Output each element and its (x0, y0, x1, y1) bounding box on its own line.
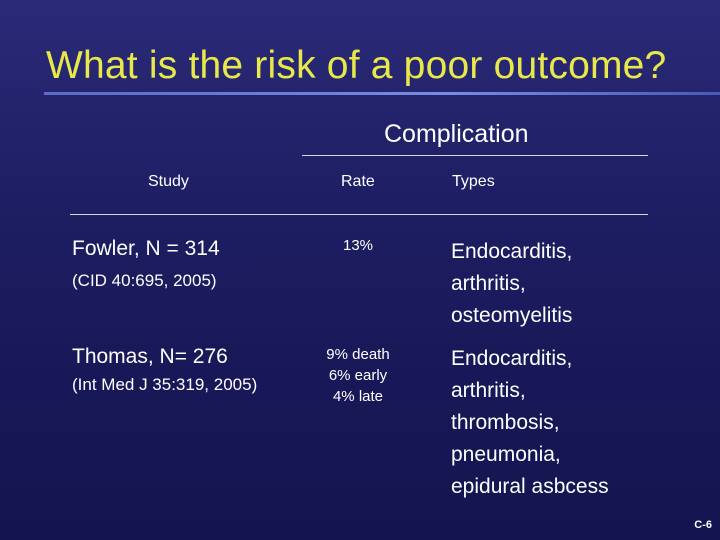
row-2-rate: 9% death 6% early 4% late (298, 344, 418, 407)
rate-line: 4% late (332, 388, 384, 405)
type-line: epidural asbcess (451, 475, 609, 498)
type-line: pneumonia, (451, 443, 561, 466)
type-line: Endocarditis, (451, 347, 573, 370)
rate-line: 13% (342, 237, 374, 254)
group-header-rule (302, 155, 648, 156)
rate-line: 9% death (326, 346, 390, 363)
header-rule (70, 214, 648, 215)
row-1-citation: (CID 40:695, 2005) (72, 271, 217, 290)
row-2-types: Endocarditis, arthritis, thrombosis, pne… (451, 343, 691, 503)
type-line: osteomyelitis (451, 304, 573, 327)
type-line: thrombosis, (451, 411, 560, 434)
row-1-study: Fowler, N = 314 (72, 237, 220, 260)
row-1-rate: 13% (298, 235, 418, 256)
complication-group-header: Complication (384, 120, 529, 148)
type-line: Endocarditis, (451, 240, 573, 263)
type-line: arthritis, (451, 272, 526, 295)
title-underline (44, 92, 720, 95)
column-header-study: Study (148, 173, 189, 190)
row-2-citation: (Int Med J 35:319, 2005) (72, 375, 258, 394)
row-1-types: Endocarditis, arthritis, osteomyelitis (451, 236, 691, 332)
slide-title: What is the risk of a poor outcome? (46, 44, 667, 87)
rate-line: 6% early (328, 367, 388, 384)
slide-number: C-6 (694, 519, 712, 531)
type-line: arthritis, (451, 379, 526, 402)
column-header-rate: Rate (341, 173, 375, 190)
column-header-types: Types (452, 173, 495, 190)
row-2-study: Thomas, N= 276 (72, 345, 228, 368)
